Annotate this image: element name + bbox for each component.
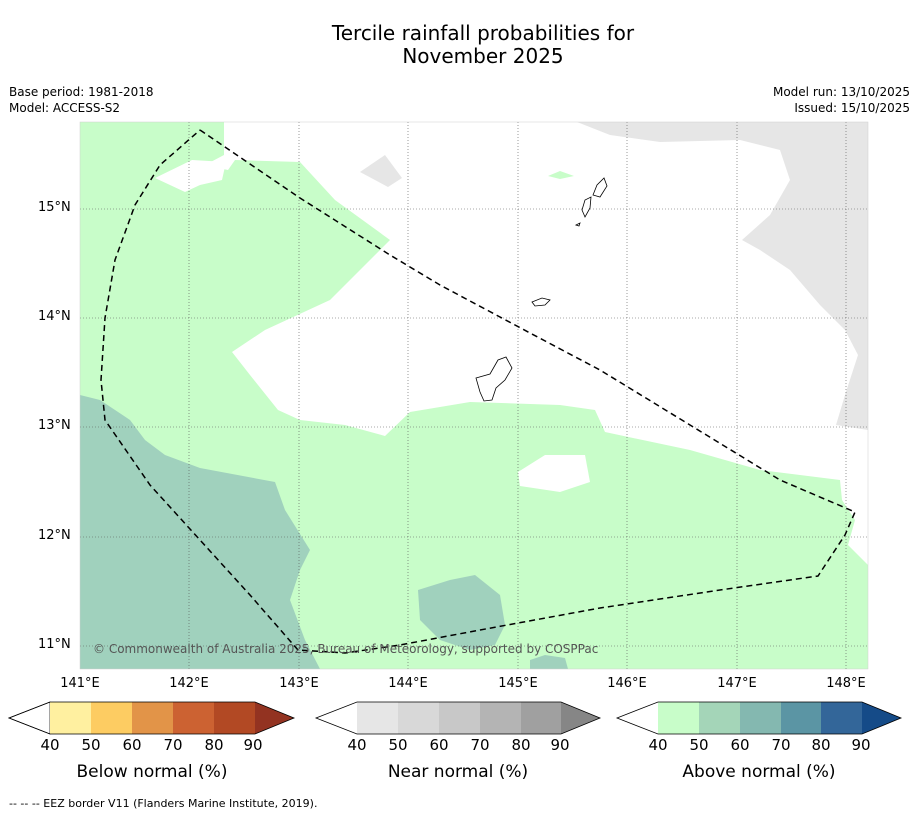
colorbar-near-70 [480, 702, 521, 734]
colorbar-below-min [8, 701, 51, 735]
eez-border [100, 129, 856, 654]
title-line-1: Tercile rainfall probabilities for [331, 21, 635, 45]
island-guam [475, 356, 513, 402]
tick: 90 [550, 736, 570, 754]
tick: 90 [851, 736, 871, 754]
colorbar-below-80 [214, 702, 255, 734]
base-period: Base period: 1981-2018 [9, 85, 154, 99]
colorbar-near-title: Near normal (%) [387, 762, 529, 782]
colorbar-near-60 [439, 702, 480, 734]
tick: 40 [648, 736, 668, 754]
issued-date: Issued: 15/10/2025 [794, 101, 910, 115]
colorbar-below-outline [7, 701, 296, 735]
islands [475, 171, 608, 402]
meta-left: Base period: 1981-2018 Model: ACCESS-S2 [9, 84, 154, 116]
colorbar-below-70 [173, 702, 214, 734]
eez-legend-footer: -- -- -- EEZ border V11 (Flanders Marine… [9, 797, 318, 810]
lon-label-142: 142°E [169, 676, 209, 691]
near-normal-area-small [360, 155, 402, 187]
tick: 40 [40, 736, 60, 754]
tick: 60 [429, 736, 449, 754]
colorbar-above-max [862, 702, 901, 734]
tick: 90 [243, 736, 263, 754]
colorbar-below-60 [132, 702, 173, 734]
above-normal-area-60-center [418, 575, 505, 650]
colorbar-above-min [617, 702, 658, 734]
colorbar-near-80 [521, 702, 561, 734]
colorbar-near-outline [314, 701, 602, 735]
above-normal-area-60-west [80, 395, 320, 669]
tick: 70 [163, 736, 183, 754]
colorbar-above-70 [781, 702, 821, 734]
white-hole-north [155, 160, 226, 192]
lon-label-143: 143°E [279, 676, 319, 691]
map-frame [79, 121, 869, 670]
colorbar-near-40 [357, 702, 398, 734]
colorbar-above-outline [615, 701, 903, 735]
colorbar-below-50 [91, 702, 132, 734]
lat-label-12: 12°N [38, 528, 71, 543]
white-hole [518, 455, 590, 492]
above-normal-area-60-south [530, 655, 568, 669]
colorbar-near [314, 701, 602, 735]
lon-label-147: 147°E [717, 676, 757, 691]
colorbar-above-title: Above normal (%) [682, 762, 836, 782]
colorbar-near-max [561, 702, 600, 734]
tick: 80 [511, 736, 531, 754]
lon-label-146: 146°E [607, 676, 647, 691]
lat-label-14: 14°N [38, 309, 71, 324]
colorbar-above [615, 701, 903, 735]
tick: 50 [689, 736, 709, 754]
lon-label-148: 148°E [826, 676, 866, 691]
near-normal-area-east [577, 122, 868, 430]
island-aguijan [574, 222, 581, 227]
island-saipan [592, 177, 608, 198]
colorbar-below-40 [50, 702, 91, 734]
island-tinian [581, 196, 592, 218]
tick: 60 [122, 736, 142, 754]
island-rota [531, 297, 551, 307]
title-line-2: November 2025 [402, 44, 564, 68]
tick: 50 [81, 736, 101, 754]
colorbar-below-max [255, 702, 294, 734]
lat-label-13: 13°N [38, 418, 71, 433]
colorbar-above-80 [821, 702, 862, 734]
map-title: Tercile rainfall probabilities for Novem… [0, 22, 919, 68]
island-green-islet [548, 171, 574, 179]
colorbar-near-min [316, 702, 357, 734]
colorbar-near-50 [398, 702, 439, 734]
colorbar-above-60 [740, 702, 781, 734]
colorbar-below-title: Below normal (%) [76, 762, 228, 782]
map-fields [80, 122, 868, 669]
lat-label-15: 15°N [38, 200, 71, 215]
meta-right: Model run: 13/10/2025 Issued: 15/10/2025 [773, 84, 910, 116]
lon-label-145: 145°E [498, 676, 538, 691]
tick: 40 [347, 736, 367, 754]
graticule [80, 122, 868, 669]
copyright-notice: © Commonwealth of Australia 2025, Bureau… [93, 642, 599, 656]
lon-label-141: 141°E [60, 676, 100, 691]
tick: 80 [204, 736, 224, 754]
lon-label-144: 144°E [388, 676, 428, 691]
tick: 50 [388, 736, 408, 754]
model-run: Model run: 13/10/2025 [772, 85, 910, 99]
colorbar-above-50 [699, 702, 740, 734]
colorbar-above-40 [658, 702, 699, 734]
lat-label-11: 11°N [38, 637, 71, 652]
tick: 70 [470, 736, 490, 754]
tick: 80 [811, 736, 831, 754]
colorbar-below [7, 701, 296, 735]
tick: 60 [730, 736, 750, 754]
tick: 70 [771, 736, 791, 754]
model-name: Model: ACCESS-S2 [9, 101, 121, 115]
